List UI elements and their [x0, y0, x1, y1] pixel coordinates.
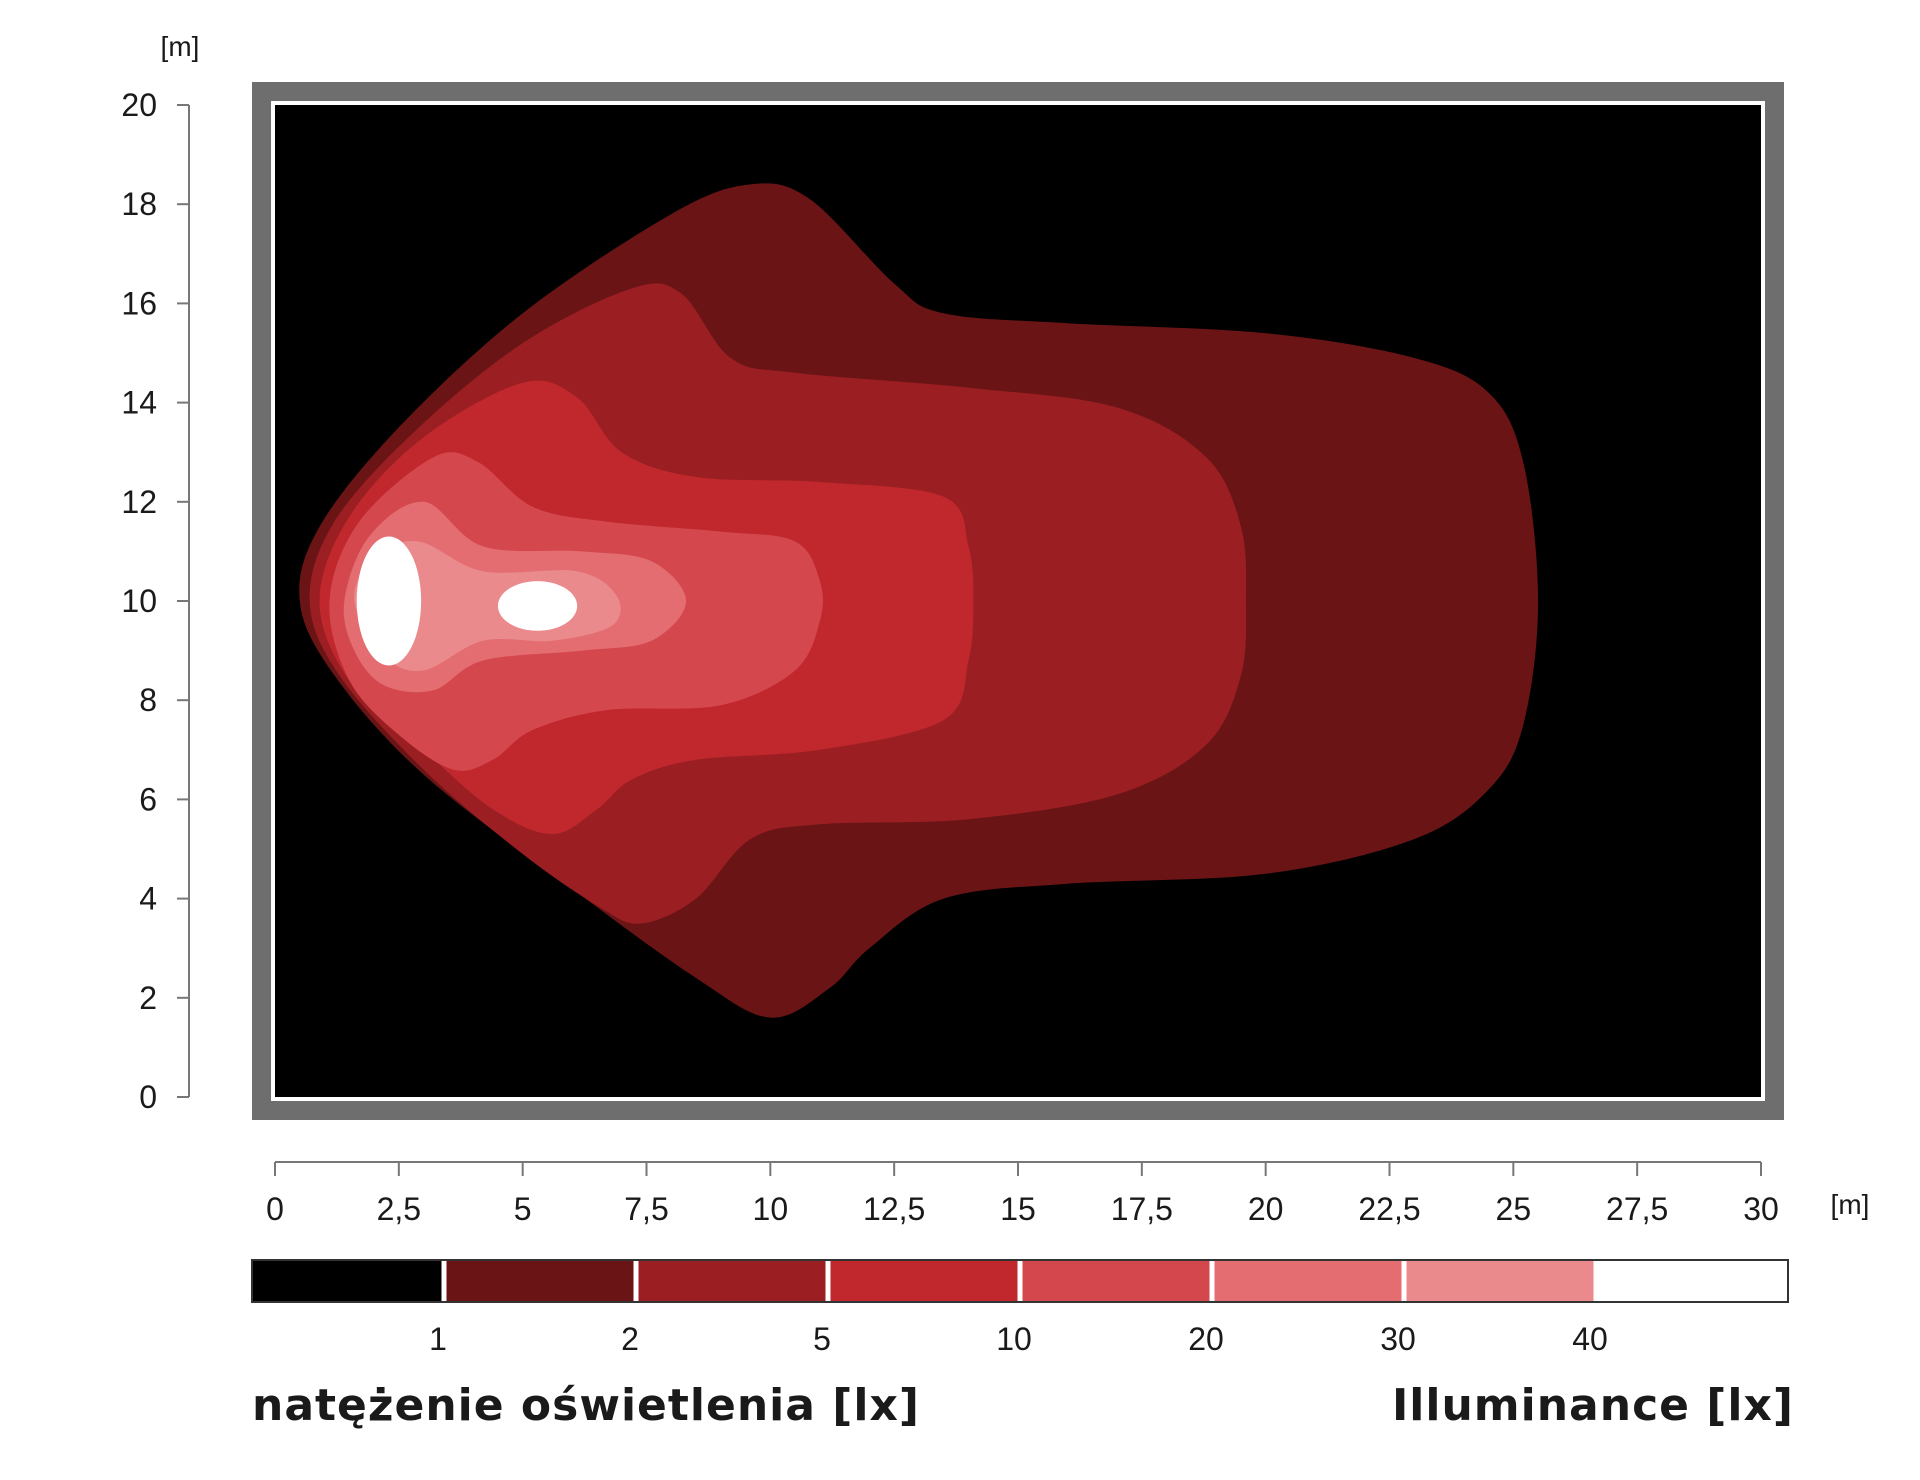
legend-value-label: 30 — [1380, 1321, 1416, 1357]
y-tick-label: 8 — [139, 682, 157, 718]
caption-polish: natężenie oświetlenia [lx] — [252, 1380, 920, 1431]
legend-swatch — [1596, 1260, 1788, 1302]
y-tick-label: 14 — [121, 385, 157, 421]
x-tick-label: 27,5 — [1606, 1191, 1668, 1227]
y-tick-label: 4 — [139, 881, 157, 917]
peak-zone-2 — [497, 581, 578, 631]
x-tick-label: 2,5 — [377, 1191, 421, 1227]
x-tick-label: 0 — [266, 1191, 284, 1227]
x-tick-label: 20 — [1248, 1191, 1284, 1227]
x-axis-unit: [m] — [1831, 1189, 1870, 1220]
legend-value-label: 10 — [996, 1321, 1032, 1357]
caption-english: Illuminance [lx] — [1391, 1380, 1794, 1431]
y-tick-label: 18 — [121, 186, 157, 222]
legend-swatch — [1404, 1260, 1596, 1302]
legend-value-label: 1 — [429, 1321, 447, 1357]
legend-swatch — [828, 1260, 1020, 1302]
legend-bar-border — [251, 1259, 1789, 1303]
contour-30-lx — [354, 541, 621, 671]
x-tick-label: 25 — [1496, 1191, 1532, 1227]
x-tick-label: 15 — [1000, 1191, 1036, 1227]
legend-value-label: 5 — [813, 1321, 831, 1357]
x-axis: 0 2,5 5 7,5 10 12,5 15 17,5 20 22,5 25 27,5 30 [m] — [266, 1161, 1870, 1227]
y-tick-label: 0 — [139, 1079, 157, 1115]
x-tick-label: 10 — [753, 1191, 789, 1227]
y-tick-label: 12 — [121, 484, 157, 520]
x-tick-label: 7,5 — [624, 1191, 668, 1227]
legend-swatch — [1020, 1260, 1212, 1302]
legend-swatch — [636, 1260, 828, 1302]
x-tick-label: 12,5 — [863, 1191, 925, 1227]
legend-swatch — [1212, 1260, 1404, 1302]
y-tick-label: 10 — [121, 583, 157, 619]
x-tick-label: 30 — [1743, 1191, 1779, 1227]
legend-value-label: 20 — [1188, 1321, 1224, 1357]
legend: 1 2 5 10 20 30 40 — [251, 1259, 1789, 1357]
x-tick-label: 5 — [514, 1191, 532, 1227]
y-tick-label: 2 — [139, 980, 157, 1016]
y-tick-label: 16 — [121, 285, 157, 321]
legend-swatch — [444, 1260, 636, 1302]
legend-value-label: 40 — [1572, 1321, 1608, 1357]
legend-value-label: 2 — [621, 1321, 639, 1357]
y-tick-label: 6 — [139, 781, 157, 817]
y-axis-unit: [m] — [161, 31, 200, 62]
x-tick-label: 22,5 — [1358, 1191, 1420, 1227]
x-tick-label: 17,5 — [1111, 1191, 1173, 1227]
contour-layers — [299, 183, 1539, 1018]
peak-zone-1 — [356, 536, 422, 666]
y-tick-label: 20 — [121, 87, 157, 123]
y-axis: 0 2 4 6 8 10 12 14 16 18 20[m] — [121, 31, 199, 1115]
legend-swatch — [252, 1260, 444, 1302]
